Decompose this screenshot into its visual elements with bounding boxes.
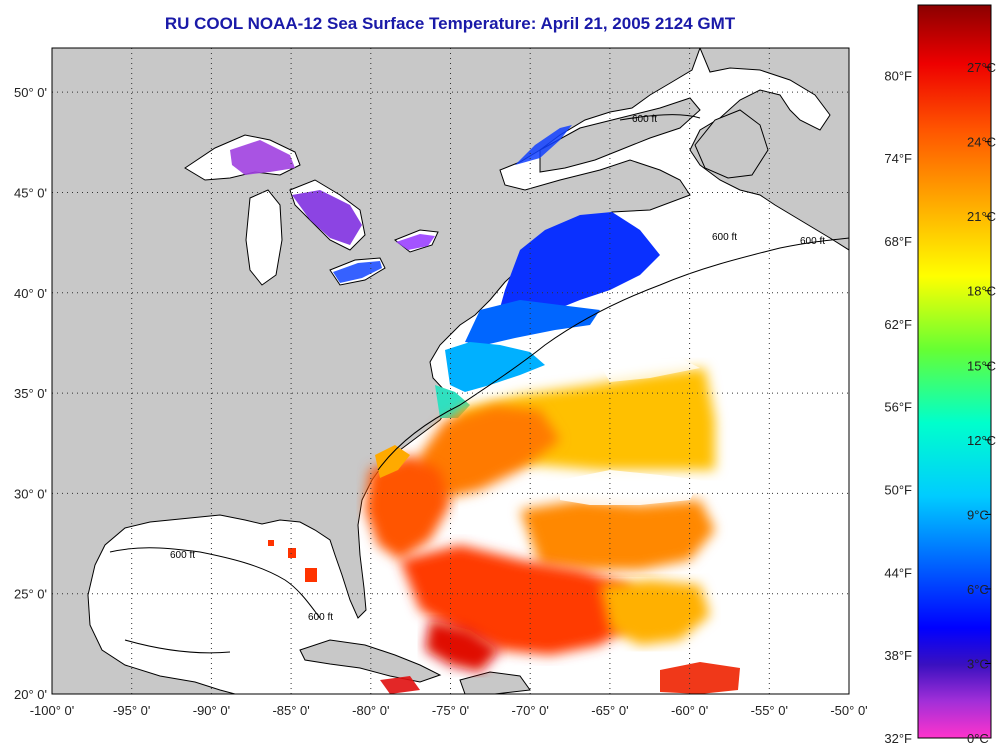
colorbar-fahrenheit-label: 74°F: [884, 151, 912, 166]
x-tick-label: -50° 0': [830, 703, 867, 718]
sst-field: [230, 125, 740, 694]
colorbar-fahrenheit-labels: 80°F 74°F 68°F 62°F 56°F 50°F 44°F 38°F 32°F: [884, 68, 912, 746]
colorbar-celsius-label: 12°C: [967, 433, 996, 448]
colorbar-fahrenheit-label: 80°F: [884, 68, 912, 83]
colorbar-fahrenheit-label: 56°F: [884, 400, 912, 415]
colorbar-fahrenheit-label: 38°F: [884, 648, 912, 663]
y-tick-label: 35° 0': [14, 386, 47, 401]
land-quebec-shore: [539, 97, 701, 173]
colorbar-celsius-label: 24°C: [967, 135, 996, 150]
x-tick-label: -70° 0': [512, 703, 549, 718]
x-tick-label: -80° 0': [352, 703, 389, 718]
colorbar-celsius-label: 9°C: [967, 507, 989, 522]
contour-labels: 600 ft 600 ft 600 ft 600 ft 600 ft: [170, 114, 825, 623]
y-axis-ticks: 50° 0' 45° 0' 40° 0' 35° 0' 30° 0' 25° 0' 20° …: [14, 85, 47, 702]
x-tick-label: -55° 0': [751, 703, 788, 718]
colorbar: 27°C 24°C 21°C 18°C 15°C 12°C 9°C 6°C 3°C 0°C 80°…: [884, 4, 996, 746]
colorbar-celsius-label: 15°C: [967, 358, 996, 373]
colorbar-fahrenheit-label: 62°F: [884, 317, 912, 332]
y-tick-label: 30° 0': [14, 486, 47, 501]
colorbar-celsius-labels: 27°C 24°C 21°C 18°C 15°C 12°C 9°C 6°C 3°C 0°C: [967, 60, 996, 746]
map-title: RU COOL NOAA-12 Sea Surface Temperature:…: [164, 14, 736, 33]
y-tick-label: 45° 0': [14, 185, 47, 200]
lake-michigan: [245, 189, 283, 286]
y-tick-label: 20° 0': [14, 687, 47, 702]
y-tick-label: 40° 0': [14, 286, 47, 301]
x-tick-label: -75° 0': [432, 703, 469, 718]
x-tick-label: -60° 0': [671, 703, 708, 718]
x-tick-label: -100° 0': [30, 703, 75, 718]
colorbar-fahrenheit-label: 32°F: [884, 731, 912, 746]
colorbar-fahrenheit-label: 50°F: [884, 483, 912, 498]
colorbar-celsius-label: 21°C: [967, 209, 996, 224]
land-cuba: [299, 639, 442, 683]
land-newfoundland-island: [694, 109, 769, 179]
y-tick-label: 25° 0': [14, 587, 47, 602]
y-tick-label: 50° 0': [14, 85, 47, 100]
depth-contours: [109, 114, 849, 654]
colorbar-fahrenheit-label: 44°F: [884, 565, 912, 580]
colorbar-celsius-label: 0°C: [967, 731, 989, 746]
svg-text:600 ft: 600 ft: [170, 550, 195, 561]
colorbar-celsius-label: 3°C: [967, 656, 989, 671]
colorbar-celsius-label: 6°C: [967, 582, 989, 597]
svg-text:600 ft: 600 ft: [632, 114, 657, 125]
svg-text:600 ft: 600 ft: [712, 232, 737, 243]
x-tick-label: -90° 0': [193, 703, 230, 718]
land-hispaniola: [459, 671, 531, 694]
colorbar-celsius-label: 18°C: [967, 284, 996, 299]
colorbar-bar: [917, 4, 992, 739]
map-frame: [51, 47, 850, 695]
x-tick-label: -65° 0': [591, 703, 628, 718]
x-tick-label: -85° 0': [272, 703, 309, 718]
x-axis-ticks: -100° 0' -95° 0' -90° 0' -85° 0' -80° 0' -75°…: [30, 703, 868, 718]
colorbar-celsius-label: 27°C: [967, 60, 996, 75]
map-plot-area[interactable]: 600 ft 600 ft 600 ft 600 ft 600 ft: [52, 48, 849, 694]
svg-text:600 ft: 600 ft: [308, 612, 333, 623]
x-tick-label: -95° 0': [113, 703, 150, 718]
colorbar-fahrenheit-label: 68°F: [884, 234, 912, 249]
svg-text:600 ft: 600 ft: [800, 236, 825, 247]
